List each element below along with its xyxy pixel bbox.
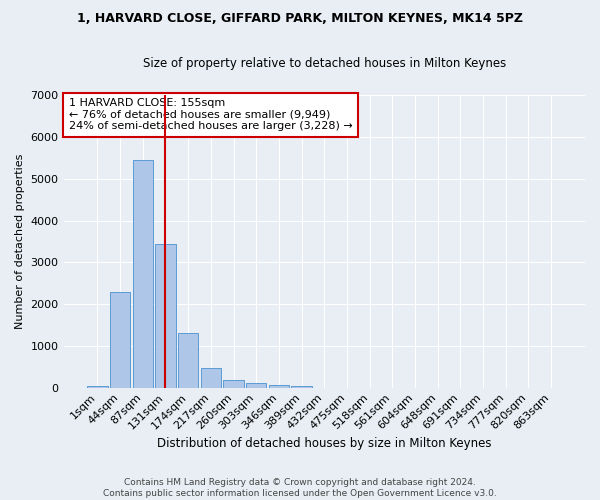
Bar	[292, 386, 312, 388]
Bar	[246, 383, 266, 388]
Y-axis label: Number of detached properties: Number of detached properties	[15, 154, 25, 329]
Bar	[223, 380, 244, 388]
Bar	[200, 368, 221, 388]
Title: Size of property relative to detached houses in Milton Keynes: Size of property relative to detached ho…	[143, 58, 506, 70]
Bar	[110, 292, 130, 388]
Bar	[155, 244, 176, 388]
Bar	[178, 334, 199, 388]
X-axis label: Distribution of detached houses by size in Milton Keynes: Distribution of detached houses by size …	[157, 437, 491, 450]
Bar	[269, 384, 289, 388]
Text: Contains HM Land Registry data © Crown copyright and database right 2024.
Contai: Contains HM Land Registry data © Crown c…	[103, 478, 497, 498]
Bar	[133, 160, 153, 388]
Bar	[87, 386, 107, 388]
Text: 1 HARVARD CLOSE: 155sqm
← 76% of detached houses are smaller (9,949)
24% of semi: 1 HARVARD CLOSE: 155sqm ← 76% of detache…	[69, 98, 353, 132]
Text: 1, HARVARD CLOSE, GIFFARD PARK, MILTON KEYNES, MK14 5PZ: 1, HARVARD CLOSE, GIFFARD PARK, MILTON K…	[77, 12, 523, 26]
